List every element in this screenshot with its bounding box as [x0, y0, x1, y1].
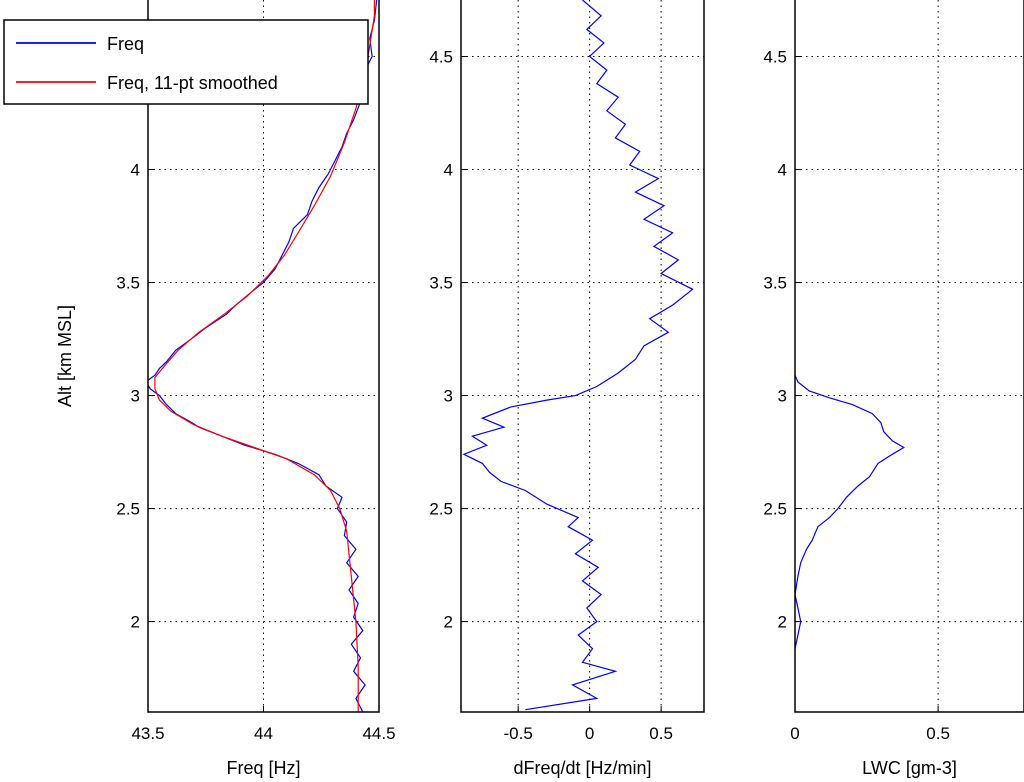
x-axis-label: dFreq/dt [Hz/min] [513, 758, 651, 778]
panel-lwc: 0 0.5 2 2.5 3 3.5 4 4.5 LWC [gm-3] [763, 0, 1024, 778]
series-line [154, 0, 375, 712]
plot-area [461, 0, 704, 712]
x-tick-label: 44 [254, 724, 273, 743]
y-tick-label: 2.5 [116, 500, 140, 519]
legend-label: Freq, 11-pt smoothed [107, 73, 278, 93]
y-tick-label: 3.5 [116, 274, 140, 293]
x-tick-label: 0.5 [926, 724, 950, 743]
y-tick-label: 3.5 [429, 274, 453, 293]
plot-area [795, 0, 1024, 712]
y-tick-label: 2 [778, 613, 787, 632]
y-tick-label: 2 [444, 613, 453, 632]
legend-label: Freq [107, 34, 144, 54]
y-tick-label: 4 [444, 161, 453, 180]
series-line [795, 374, 905, 649]
x-axis-label: Freq [Hz] [226, 758, 300, 778]
axes-frame [460, 0, 705, 713]
series-line [462, 0, 694, 711]
y-tick-label: 2.5 [429, 500, 453, 519]
legend-box [3, 19, 369, 105]
axes-frame [794, 0, 1024, 713]
x-tick-label: 0 [585, 724, 594, 743]
plot-area [148, 0, 379, 712]
y-tick-label: 2 [131, 613, 140, 632]
series-line [148, 0, 378, 712]
x-axis-label: LWC [gm-3] [862, 758, 957, 778]
y-tick-label: 4 [131, 161, 140, 180]
x-tick-label: -0.5 [504, 724, 533, 743]
y-tick-label: 4.5 [763, 48, 787, 67]
y-tick-label: 3 [444, 387, 453, 406]
x-tick-label: 43.5 [131, 724, 164, 743]
legend: Freq Freq, 11-pt smoothed [3, 19, 369, 105]
y-axis-label: Alt [km MSL] [55, 305, 75, 407]
y-tick-label: 3.5 [763, 274, 787, 293]
x-tick-label: 44.5 [362, 724, 395, 743]
x-tick-label: 0.5 [649, 724, 673, 743]
y-tick-label: 4.5 [429, 48, 453, 67]
x-tick-label: 0 [790, 724, 799, 743]
y-tick-label: 2.5 [763, 500, 787, 519]
y-tick-label: 3 [131, 387, 140, 406]
panel-dfreq-dt: -0.5 0 0.5 2 2.5 3 3.5 4 4.5 dFreq/dt [Hz/min] [429, 0, 705, 778]
y-tick-label: 4 [778, 161, 787, 180]
y-tick-label: 3 [778, 387, 787, 406]
